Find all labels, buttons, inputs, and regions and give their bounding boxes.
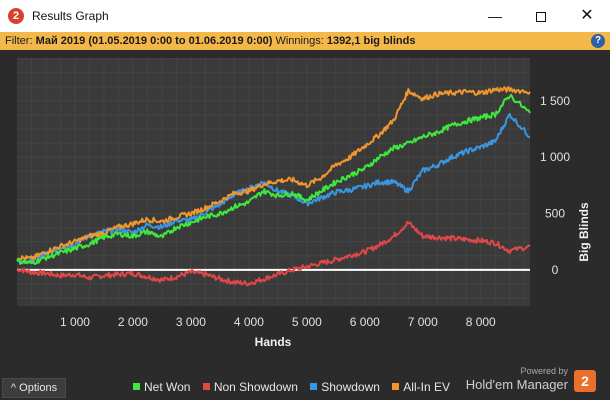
winnings-value: 1392,1 big blinds [326,35,416,47]
legend-label-all-in-ev: All-In EV [403,380,450,394]
help-icon[interactable]: ? [591,34,605,48]
y-tick-label: 500 [545,207,565,221]
legend-swatch-all-in-ev [392,383,400,390]
series-lines [16,86,531,287]
window-title: Results Graph [32,9,109,23]
footer-bar: ^ Options Net Won Non Showdown Showdown … [0,366,610,400]
results-graph: 1 000 2 000 3 000 4 000 5 000 6 000 7 000 8 000… [0,50,610,376]
x-tick-label: 8 000 [466,315,496,329]
results-chart-svg: 1 000 2 000 3 000 4 000 5 000 6 000 7 000 8 000… [16,58,591,349]
filter-value: Май 2019 (01.05.2019 0:00 to 01.06.2019 … [35,35,273,47]
filter-bar: Filter: Май 2019 (01.05.2019 0:00 to 01.… [0,32,610,50]
minimize-button[interactable]: — [488,8,502,24]
options-button[interactable]: ^ Options [2,378,66,398]
chart-legend: Net Won Non Showdown Showdown All-In EV [133,380,459,394]
close-button[interactable]: ✕ [580,7,594,24]
winnings-label: Winnings: [275,35,324,47]
legend-item-non-showdown[interactable]: Non Showdown [202,380,298,394]
legend-swatch-net-won [133,383,140,390]
app-logo-icon: 2 [8,8,24,24]
filter-label: Filter: [5,35,33,47]
legend-item-net-won[interactable]: Net Won [133,380,190,394]
title-bar: 2 Results Graph — ✕ [0,0,610,32]
x-tick-labels: 1 000 2 000 3 000 4 000 5 000 6 000 7 000 8 000 [60,315,496,329]
chevron-up-icon: ^ [10,382,17,394]
legend-swatch-non-showdown [202,383,210,390]
legend-label-non-showdown: Non Showdown [213,380,298,394]
x-axis-label: Hands [255,335,292,349]
maximize-icon [536,12,546,23]
x-tick-label: 2 000 [118,315,148,329]
series-line-net-won [16,93,531,265]
chart-grid [17,58,530,306]
legend-label-net-won: Net Won [144,380,191,394]
series-line-non-showdown [16,220,531,287]
maximize-button[interactable] [518,0,564,32]
brand-name: Hold'em Manager [465,377,568,392]
legend-item-all-in-ev[interactable]: All-In EV [392,380,450,394]
brand-block: Powered by Hold'em Manager 2 [466,366,596,394]
x-tick-label: 3 000 [176,315,206,329]
series-line-all-in-ev [16,86,531,261]
legend-label-showdown: Showdown [321,380,380,394]
x-tick-label: 1 000 [60,315,90,329]
x-tick-label: 5 000 [292,315,322,329]
x-tick-label: 7 000 [408,315,438,329]
y-tick-label: 1 500 [540,94,570,108]
y-axis-label: Big Blinds [577,202,591,262]
x-tick-label: 6 000 [350,315,380,329]
powered-by-text: Powered by [520,366,568,376]
options-label: Options [19,382,58,394]
legend-item-showdown[interactable]: Showdown [310,380,380,394]
y-tick-labels: 0 500 1 000 1 500 [540,94,570,277]
brand-logo-icon: 2 [574,370,596,392]
legend-swatch-showdown [310,383,318,390]
y-tick-label: 1 000 [540,150,570,164]
x-tick-label: 4 000 [234,315,264,329]
y-tick-label: 0 [552,263,559,277]
